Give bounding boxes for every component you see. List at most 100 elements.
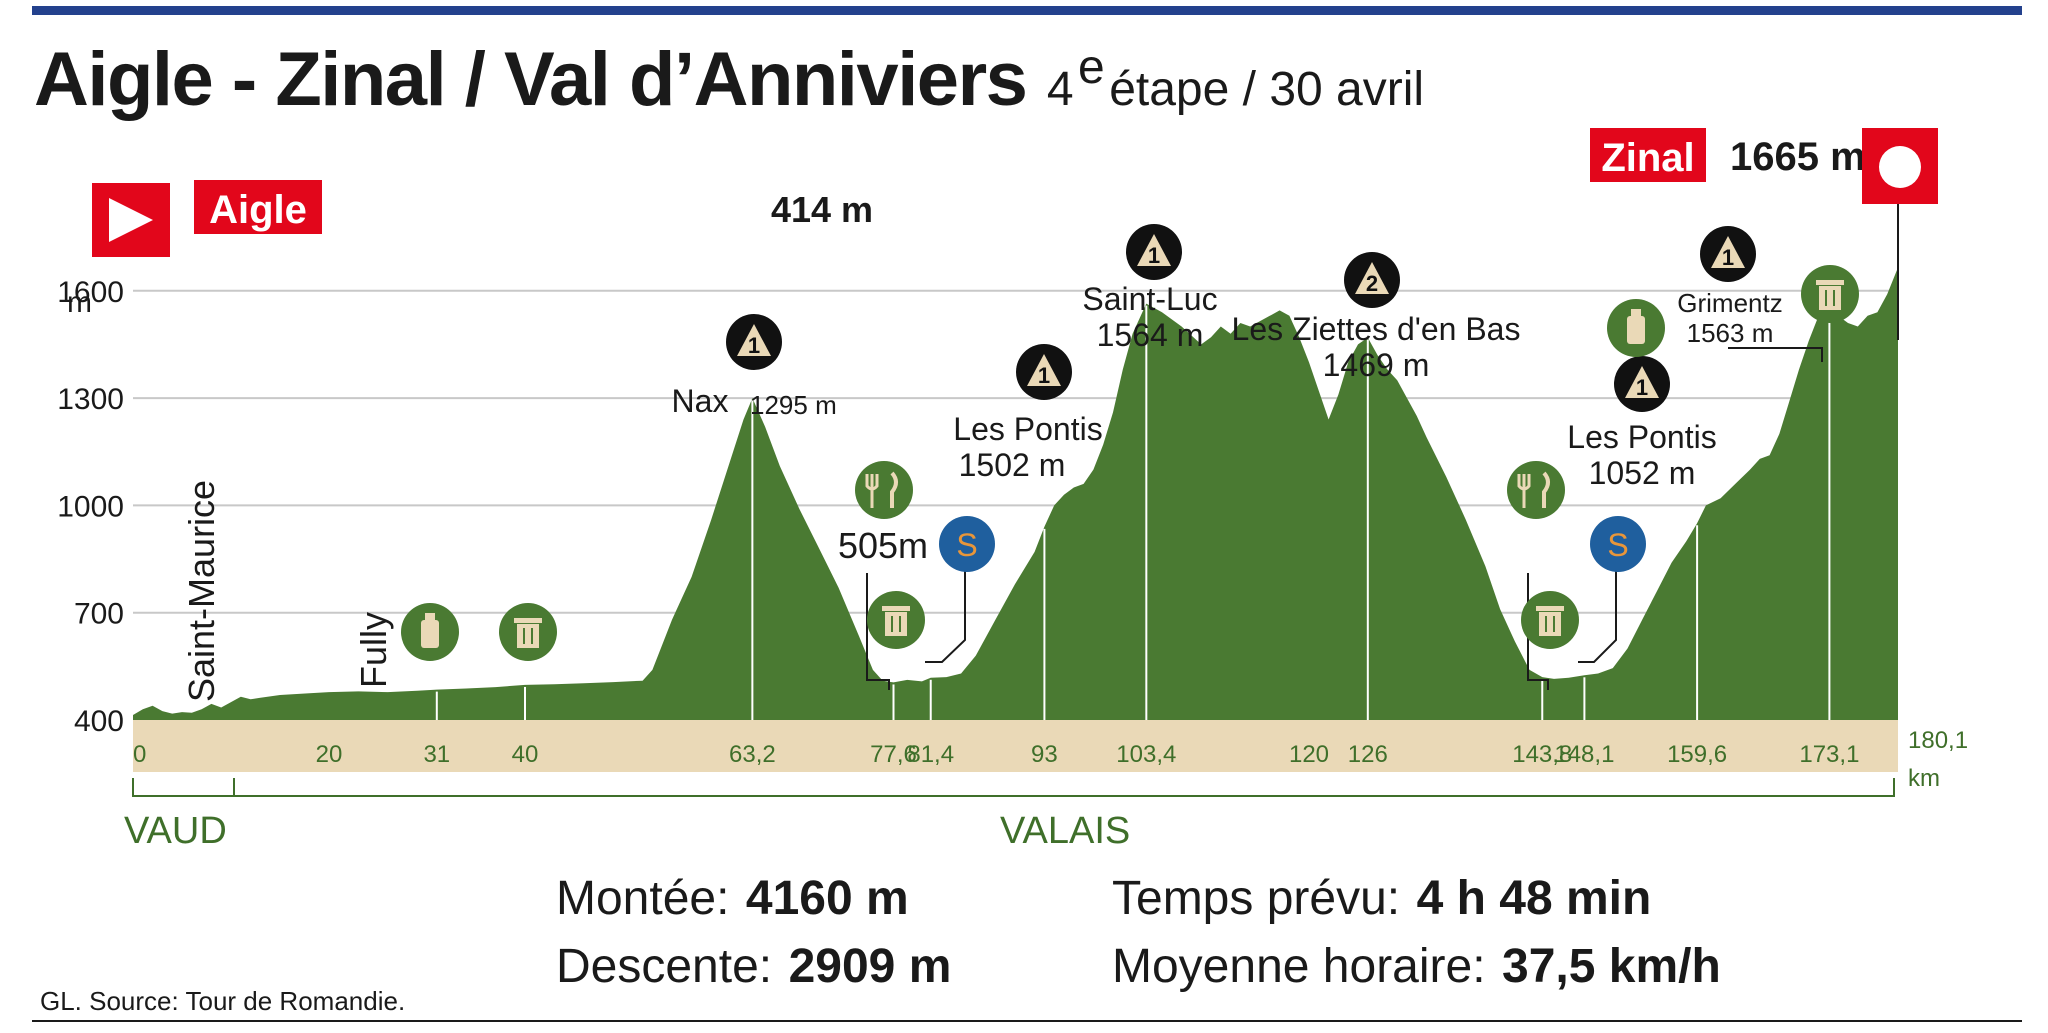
stage-date: étape / 30 avril — [1109, 63, 1424, 116]
region-bracket — [132, 778, 1895, 797]
moyenne-value: 37,5 km/h — [1502, 940, 1721, 993]
climb-category: 1 — [748, 333, 760, 358]
stage-number: 4 — [1047, 63, 1074, 116]
temps-value: 4 h 48 min — [1417, 872, 1652, 925]
y-tick-label: 1600 — [57, 276, 124, 309]
x-tick-label: 77,6 — [870, 741, 917, 768]
start-marker: Aigle — [92, 180, 322, 722]
summit-altitude: 1563 m — [1687, 318, 1774, 348]
distance-axis-band — [133, 720, 1898, 772]
sprint-icon: S — [939, 516, 995, 572]
x-tick-label: 31 — [423, 741, 450, 768]
x-unit: km — [1908, 765, 1940, 792]
feed-zone-icon — [855, 461, 913, 519]
finish-label-box — [1590, 128, 1706, 182]
play-triangle — [109, 198, 153, 242]
km-reference-lines — [435, 305, 1831, 720]
climb-category: 1 — [1636, 375, 1648, 400]
finish-label: Zinal — [1601, 136, 1694, 180]
summit-name: Les Ziettes d'en Bas — [1232, 311, 1521, 347]
moyenne-label: Moyenne horaire: — [1112, 940, 1486, 993]
climb-category-icon: 1 — [1016, 344, 1072, 400]
finish-marker: Zinal 1665 m — [1590, 128, 1938, 340]
source-note: GL. Source: Tour de Romandie. — [40, 986, 405, 1016]
descente-value: 2909 m — [789, 940, 952, 993]
start-label: Aigle — [209, 188, 307, 232]
climb-category: 1 — [1722, 245, 1734, 270]
x-tick-label: 20 — [316, 741, 343, 768]
x-end-value: 180,1 — [1908, 727, 1968, 754]
stats-block: Montée: 4160 m Descente: 2909 m Temps pr… — [556, 872, 1721, 993]
leader-line — [1728, 347, 1823, 362]
neutral-zone-81: 505m — [838, 525, 966, 690]
title-line: Aigle - Zinal / Val d’Anniviers 4 e étap… — [34, 37, 1424, 122]
leader-line — [866, 573, 890, 690]
finish-circle — [1879, 146, 1921, 188]
x-tick-label: 63,2 — [729, 741, 776, 768]
summit-name: Les Pontis — [953, 411, 1102, 447]
climb-category-icon: 1 — [1614, 356, 1670, 412]
water-bottle-icon — [401, 603, 459, 661]
stat-descente: Descente: 2909 m — [556, 940, 951, 993]
finish-altitude: 1665 m — [1730, 135, 1866, 179]
elevation-profile — [133, 267, 1898, 720]
place-saint-maurice: Saint-Maurice — [181, 480, 222, 702]
place-fully: Fully — [353, 612, 394, 688]
climb-category-icon: 1 — [1700, 226, 1756, 282]
waste-zone-icon — [499, 603, 557, 661]
climb-category-icon: 2 — [1344, 252, 1400, 308]
valais-bracket — [234, 778, 1895, 797]
sprint-label: S — [956, 527, 977, 563]
summit-altitude: 1502 m — [959, 447, 1066, 483]
waste-zone-icon — [1521, 591, 1579, 649]
summit-name: Grimentz — [1677, 288, 1782, 318]
summit-name: Nax — [672, 383, 729, 419]
feed-zone-icon — [1507, 461, 1565, 519]
waste-zone-icon — [1801, 265, 1859, 323]
sprint-icon: S — [1590, 516, 1646, 572]
x-tick-label: 126 — [1348, 741, 1388, 768]
y-tick-label: 1000 — [57, 490, 124, 523]
climb-category: 1 — [1148, 243, 1160, 268]
climb-category-icon: 1 — [1126, 224, 1182, 280]
stage-superscript: e — [1078, 41, 1105, 94]
y-tick-label: 400 — [74, 705, 124, 738]
bottom-rule — [32, 1020, 2022, 1022]
x-tick-label: 143,8 — [1512, 741, 1572, 768]
fully-label: Fully — [353, 612, 394, 688]
x-axis-ticks: 0 20 31 40 63,2 77,681,4 93 103,4 120 126 143,8148… — [133, 741, 1859, 768]
leader-line — [925, 568, 966, 663]
alt-505: 505m — [838, 525, 928, 566]
page-title: Aigle - Zinal / Val d’Anniviers — [34, 37, 1026, 122]
leader-line — [1578, 568, 1617, 663]
montee-value: 4160 m — [746, 872, 909, 925]
top-rule — [32, 6, 2022, 15]
x-tick-label: 148,1 — [1554, 741, 1614, 768]
stat-moyenne: Moyenne horaire: 37,5 km/h — [1112, 940, 1721, 993]
summit-altitude: 1564 m — [1097, 317, 1204, 353]
x-tick-label: 0 — [133, 741, 146, 768]
x-tick-label: 93 — [1031, 741, 1058, 768]
x-tick-label: 40 — [512, 741, 539, 768]
temps-label: Temps prévu: — [1112, 872, 1400, 925]
vaud-bracket — [132, 778, 235, 797]
descente-label: Descente: — [556, 940, 772, 993]
x-tick-label: 103,4 — [1116, 741, 1176, 768]
x-tick-label: 81,4 — [907, 741, 954, 768]
region-valais: VALAIS — [1000, 810, 1130, 852]
start-altitude: 414 m — [771, 189, 873, 230]
montee-label: Montée: — [556, 872, 729, 925]
summit-name: Saint-Luc — [1082, 281, 1217, 317]
y-unit: m — [67, 286, 92, 319]
x-tick-label: 159,6 — [1667, 741, 1727, 768]
start-label-box — [194, 180, 322, 234]
summit-name: Les Pontis — [1567, 419, 1716, 455]
y-tick-label: 1300 — [57, 383, 124, 416]
x-tick-label: 120 — [1289, 741, 1329, 768]
summit-altitude: 1469 m — [1323, 347, 1430, 383]
water-bottle-icon — [1607, 299, 1665, 357]
summit-altitude: 1052 m — [1589, 455, 1696, 491]
stat-temps: Temps prévu: 4 h 48 min — [1112, 872, 1651, 925]
